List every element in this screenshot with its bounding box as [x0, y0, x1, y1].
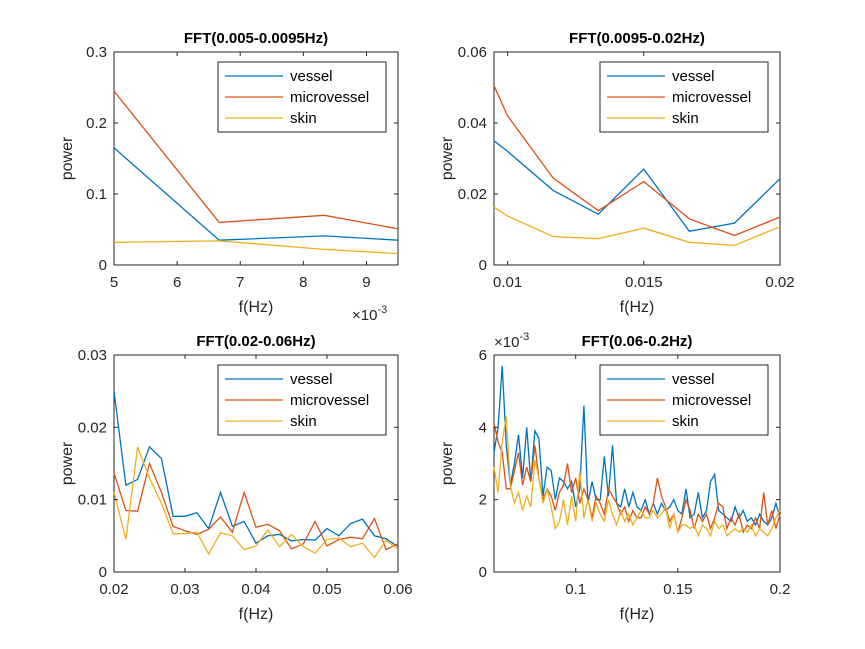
x-tick-label: 0.02 [99, 581, 128, 598]
x-tick-label: 0.02 [765, 274, 794, 291]
legend-label-skin: skin [290, 413, 317, 430]
y-axis-label: power [59, 441, 76, 485]
y-axis-label: power [439, 441, 456, 485]
series-line-vessel [493, 140, 781, 233]
legend: vessel microvessel skin [599, 61, 769, 133]
legend-label-skin: skin [290, 110, 317, 127]
y-tick-label: 0 [479, 564, 487, 581]
x-exponent: -3 [377, 304, 387, 316]
subplot-2: 0.01 0.015 0.02 0 0.02 0.04 0.06 FFT(0.0095-0.0… [439, 30, 795, 316]
series-line-skin [113, 240, 399, 255]
legend-label-vessel: vessel [672, 68, 715, 85]
x-tick-label: 0.03 [170, 581, 199, 598]
y-tick-label: 0 [99, 564, 107, 581]
y-tick-label: 6 [479, 347, 487, 364]
legend-label-skin: skin [672, 413, 699, 430]
series-line-skin [493, 416, 781, 538]
y-tick-label: 0.06 [458, 44, 487, 61]
y-tick-label: 0 [479, 257, 487, 274]
subplot-3: 0.02 0.03 0.04 0.05 0.06 0 0.01 0.02 0.03 FFT(0.0… [59, 333, 413, 623]
x-tick-label: 0.015 [625, 274, 663, 291]
series-line-microvessel [113, 461, 399, 551]
series-line-skin [113, 446, 399, 559]
y-tick-label: 0.2 [86, 115, 107, 132]
legend: vessel microvessel skin [599, 364, 769, 436]
x-tick-label: 8 [299, 274, 307, 291]
x-tick-label: 5 [110, 274, 118, 291]
series-line-vessel [113, 391, 399, 548]
x-tick-label: 0.15 [663, 581, 692, 598]
x-tick-label: 9 [362, 274, 370, 291]
x-exponent-label: ×10-3 [352, 304, 387, 324]
y-tick-label: 2 [479, 492, 487, 509]
legend-label-skin: skin [672, 110, 699, 127]
legend: vessel microvessel skin [217, 61, 387, 133]
chart-title: FFT(0.005-0.0095Hz) [184, 30, 328, 47]
y-tick-label: 0.3 [86, 44, 107, 61]
series-line-vessel [493, 365, 781, 527]
series-line-skin [493, 206, 781, 247]
x-tick-label: 6 [173, 274, 181, 291]
subplot-4: 0.1 0.15 0.2 0 2 4 6 FFT(0.06-0.2Hz) f(Hz) power ×… [439, 331, 790, 623]
legend-label-vessel: vessel [290, 371, 333, 388]
x-tick-label: 0.05 [312, 581, 341, 598]
y-tick-label: 0 [99, 257, 107, 274]
y-tick-label: 0.1 [86, 186, 107, 203]
y-tick-label: 0.01 [78, 492, 107, 509]
legend-label-vessel: vessel [290, 68, 333, 85]
series-line-vessel [113, 147, 399, 241]
subplot-1: 5 6 7 8 9 0 0.1 0.2 0.3 FFT(0.005-0.0095Hz) f(Hz) p… [59, 30, 399, 324]
series-line-microvessel [493, 85, 781, 237]
x-tick-label: 0.06 [383, 581, 412, 598]
x-axis-label: f(Hz) [620, 299, 655, 316]
y-tick-label: 4 [479, 419, 487, 436]
y-axis-label: power [439, 136, 456, 180]
legend-label-vessel: vessel [672, 371, 715, 388]
legend-label-microvessel: microvessel [290, 89, 369, 106]
x-tick-label: 0.01 [493, 274, 522, 291]
chart-title: FFT(0.06-0.2Hz) [582, 333, 693, 350]
x-tick-label: 0.04 [241, 581, 270, 598]
y-exponent: -3 [519, 331, 529, 343]
y-tick-label: 0.03 [78, 347, 107, 364]
x-tick-label: 0.1 [565, 581, 586, 598]
y-exponent-label: ×10-3 [494, 331, 529, 351]
legend-label-microvessel: microvessel [672, 392, 751, 409]
y-tick-label: 0.02 [458, 186, 487, 203]
x-tick-label: 7 [236, 274, 244, 291]
x-tick-label: 0.2 [770, 581, 791, 598]
x-axis-label: f(Hz) [239, 299, 274, 316]
chart-title: FFT(0.02-0.06Hz) [196, 333, 315, 350]
chart-title: FFT(0.0095-0.02Hz) [569, 30, 705, 47]
legend-label-microvessel: microvessel [672, 89, 751, 106]
y-tick-label: 0.04 [458, 115, 487, 132]
y-axis-label: power [59, 136, 76, 180]
series-line-microvessel [113, 90, 399, 230]
legend: vessel microvessel skin [217, 364, 387, 436]
x-axis-label: f(Hz) [239, 606, 274, 623]
legend-label-microvessel: microvessel [290, 392, 369, 409]
x-axis-label: f(Hz) [620, 606, 655, 623]
y-tick-label: 0.02 [78, 419, 107, 436]
